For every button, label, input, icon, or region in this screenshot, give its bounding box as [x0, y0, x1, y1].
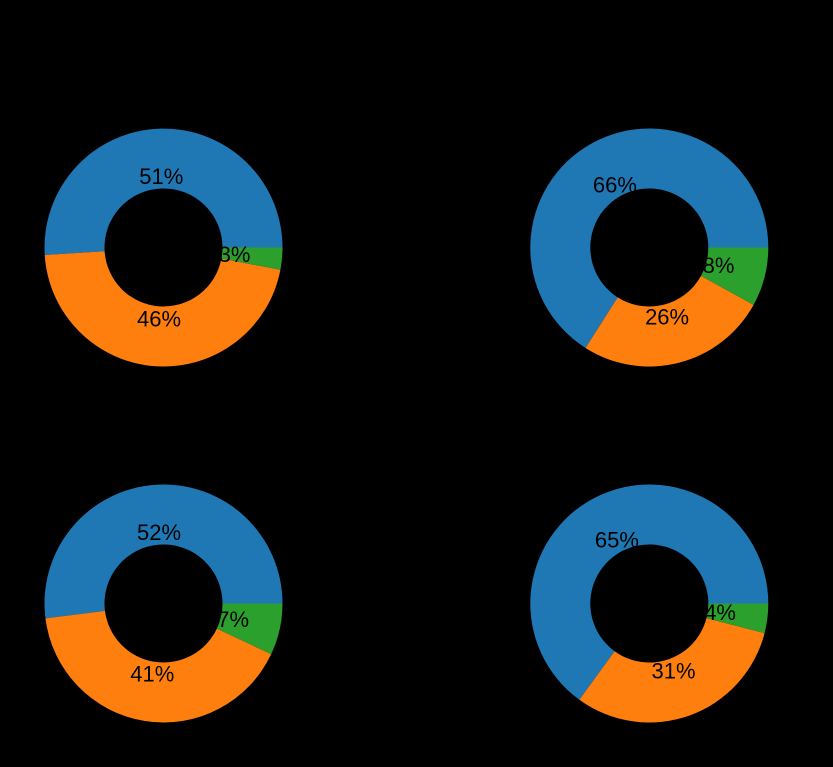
- svg-text:3%: 3%: [219, 242, 251, 267]
- svg-text:7%: 7%: [217, 607, 249, 632]
- svg-text:4%: 4%: [704, 600, 736, 625]
- svg-text:46%: 46%: [137, 306, 181, 331]
- svg-text:66%: 66%: [593, 173, 637, 198]
- svg-text:51%: 51%: [139, 164, 183, 189]
- svg-text:8%: 8%: [703, 253, 735, 278]
- svg-text:31%: 31%: [651, 658, 695, 683]
- svg-text:65%: 65%: [595, 528, 639, 553]
- svg-text:52%: 52%: [137, 520, 181, 545]
- svg-text:26%: 26%: [645, 304, 689, 329]
- svg-text:41%: 41%: [130, 662, 174, 687]
